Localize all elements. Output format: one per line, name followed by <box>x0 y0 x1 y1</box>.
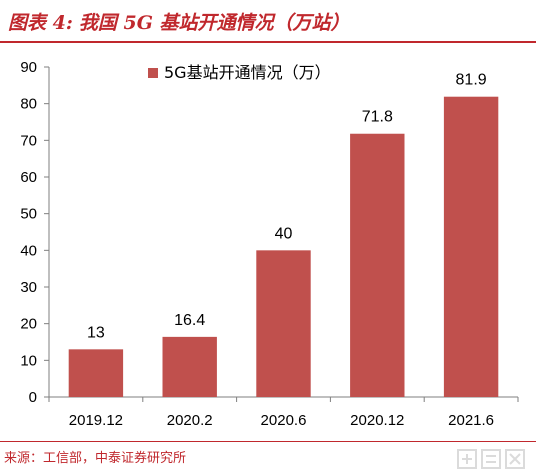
legend: 5G基站开通情况（万） <box>148 63 331 82</box>
data-label: 13 <box>87 324 105 341</box>
figure-title: 图表 4: 我国 5G 基站开通情况（万站） <box>8 6 528 40</box>
y-tick-label: 20 <box>20 316 37 333</box>
bar <box>68 349 124 397</box>
data-label: 81.9 <box>456 72 487 89</box>
data-label: 71.8 <box>362 109 393 126</box>
x-tick-label: 2020.12 <box>350 412 404 429</box>
y-tick-label: 30 <box>20 279 37 296</box>
data-label: 40 <box>275 225 293 242</box>
bar <box>443 96 499 397</box>
x-tick-label: 2019.12 <box>69 412 123 429</box>
figure-number: 图表 4: <box>8 12 73 34</box>
legend-swatch <box>148 68 158 78</box>
x-tick-label: 2021.6 <box>448 412 494 429</box>
title-divider <box>0 41 536 43</box>
data-label: 16.4 <box>174 312 205 329</box>
x-axis: 2019.12 2020.2 2020.6 2020.12 2021.6 <box>48 396 519 429</box>
figure-title-text: 我国 5G 基站开通情况（万站） <box>78 12 350 34</box>
y-tick-label: 40 <box>20 242 37 259</box>
bar <box>162 336 217 397</box>
watermark-logo <box>457 449 525 469</box>
y-tick-label: 60 <box>20 169 37 186</box>
y-axis: 0 10 20 30 40 50 60 70 80 90 <box>20 59 50 406</box>
bar-series <box>68 96 499 397</box>
legend-label: 5G基站开通情况（万） <box>164 63 331 82</box>
y-tick-label: 90 <box>20 59 37 76</box>
y-tick-label: 80 <box>20 96 37 113</box>
y-tick-label: 0 <box>29 389 37 406</box>
y-tick-label: 10 <box>20 352 37 369</box>
bar <box>350 133 405 397</box>
data-labels: 13 16.4 40 71.8 81.9 <box>87 72 487 342</box>
source-note: 来源：工信部，中泰证券研究所 <box>4 451 187 466</box>
footer-divider <box>0 441 536 442</box>
x-tick-label: 2020.2 <box>167 412 213 429</box>
bar <box>256 250 311 397</box>
y-tick-label: 50 <box>20 206 37 223</box>
x-tick-label: 2020.6 <box>261 412 307 429</box>
y-tick-label: 70 <box>20 132 37 149</box>
